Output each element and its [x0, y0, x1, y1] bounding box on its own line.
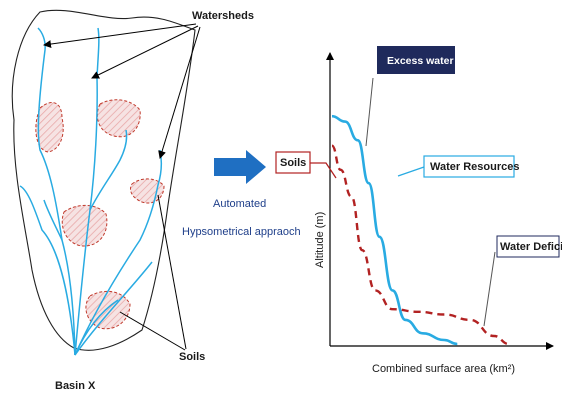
process-line-1: Automated [213, 198, 266, 210]
x-axis-title: Combined surface area (km²) [372, 363, 515, 375]
soils-label: Soils [179, 351, 205, 363]
chart-soils-pointer [310, 162, 337, 179]
river [74, 27, 100, 356]
series-line-water-resources [331, 114, 458, 346]
excess-water-pointer [365, 77, 374, 147]
chart-soils-label: Soils [280, 157, 306, 169]
soil-patch [61, 205, 108, 247]
process-line-2: Hypsometrical appraoch [182, 226, 301, 238]
soil-patch [35, 102, 64, 153]
watershed-arrow [43, 23, 197, 49]
watersheds-label: Watersheds [192, 10, 254, 22]
process-arrow-shape [214, 150, 266, 184]
basin [11, 9, 196, 356]
soil-patch [96, 99, 141, 138]
river [74, 149, 163, 356]
process-arrow: Automated Hypsometrical appraoch [182, 150, 301, 238]
watershed-arrow [158, 26, 201, 159]
river-network [19, 27, 163, 356]
soil-pointer [119, 311, 186, 351]
hypsometric-chart: Altitude (m) Combined surface area (km²)… [275, 46, 562, 375]
watershed-arrow [91, 25, 199, 79]
river [19, 185, 76, 356]
soils-annotation: Soils [119, 194, 205, 363]
water-deficit-pointer [483, 251, 496, 327]
river [43, 199, 63, 241]
excess-water-box [377, 46, 455, 74]
watersheds-annotation: Watersheds [43, 10, 254, 159]
basin-label: Basin X [55, 380, 96, 392]
basin-outline [11, 9, 196, 351]
river [89, 129, 128, 211]
excess-water-label: Excess water [387, 55, 454, 67]
y-axis-title: Altitude (m) [314, 212, 326, 268]
soil-pointer [157, 194, 187, 350]
water-resources-pointer [397, 166, 425, 177]
water-resources-box [423, 155, 515, 178]
water-deficit-label: Water Deficit [500, 241, 562, 253]
series-layer [331, 114, 510, 346]
river [74, 299, 119, 356]
water-resources-label: Water Resources [430, 161, 519, 173]
river [74, 261, 153, 356]
series-line-soils [331, 144, 510, 346]
water-deficit-box [496, 235, 560, 258]
